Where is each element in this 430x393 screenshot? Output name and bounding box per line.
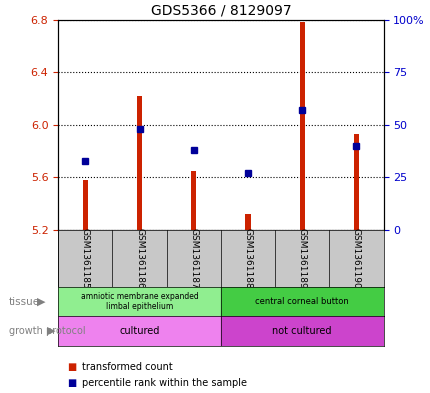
Text: ▶: ▶ xyxy=(37,297,45,307)
Text: amniotic membrane expanded
limbal epithelium: amniotic membrane expanded limbal epithe… xyxy=(80,292,198,311)
Bar xyxy=(83,180,88,230)
Text: growth protocol: growth protocol xyxy=(9,326,85,336)
Bar xyxy=(221,316,383,346)
Bar xyxy=(136,96,142,230)
Text: GSM1361185: GSM1361185 xyxy=(80,228,89,289)
Text: GSM1361187: GSM1361187 xyxy=(189,228,198,289)
Bar xyxy=(58,287,221,316)
Bar xyxy=(58,316,221,346)
Text: central corneal button: central corneal button xyxy=(255,297,348,306)
Bar xyxy=(190,171,196,230)
Text: not cultured: not cultured xyxy=(272,326,331,336)
Text: GSM1361186: GSM1361186 xyxy=(135,228,144,289)
Text: GSM1361188: GSM1361188 xyxy=(243,228,252,289)
Text: GSM1361190: GSM1361190 xyxy=(351,228,360,289)
Text: ■: ■ xyxy=(67,378,76,388)
Text: GSM1361189: GSM1361189 xyxy=(297,228,306,289)
Text: ▶: ▶ xyxy=(46,326,55,336)
Bar xyxy=(299,22,304,230)
Text: percentile rank within the sample: percentile rank within the sample xyxy=(82,378,246,388)
Text: transformed count: transformed count xyxy=(82,362,172,373)
Bar xyxy=(245,214,250,230)
Text: cultured: cultured xyxy=(119,326,160,336)
Text: tissue: tissue xyxy=(9,297,40,307)
Bar xyxy=(221,287,383,316)
Text: ■: ■ xyxy=(67,362,76,373)
Title: GDS5366 / 8129097: GDS5366 / 8129097 xyxy=(150,3,291,17)
Bar xyxy=(353,134,358,230)
